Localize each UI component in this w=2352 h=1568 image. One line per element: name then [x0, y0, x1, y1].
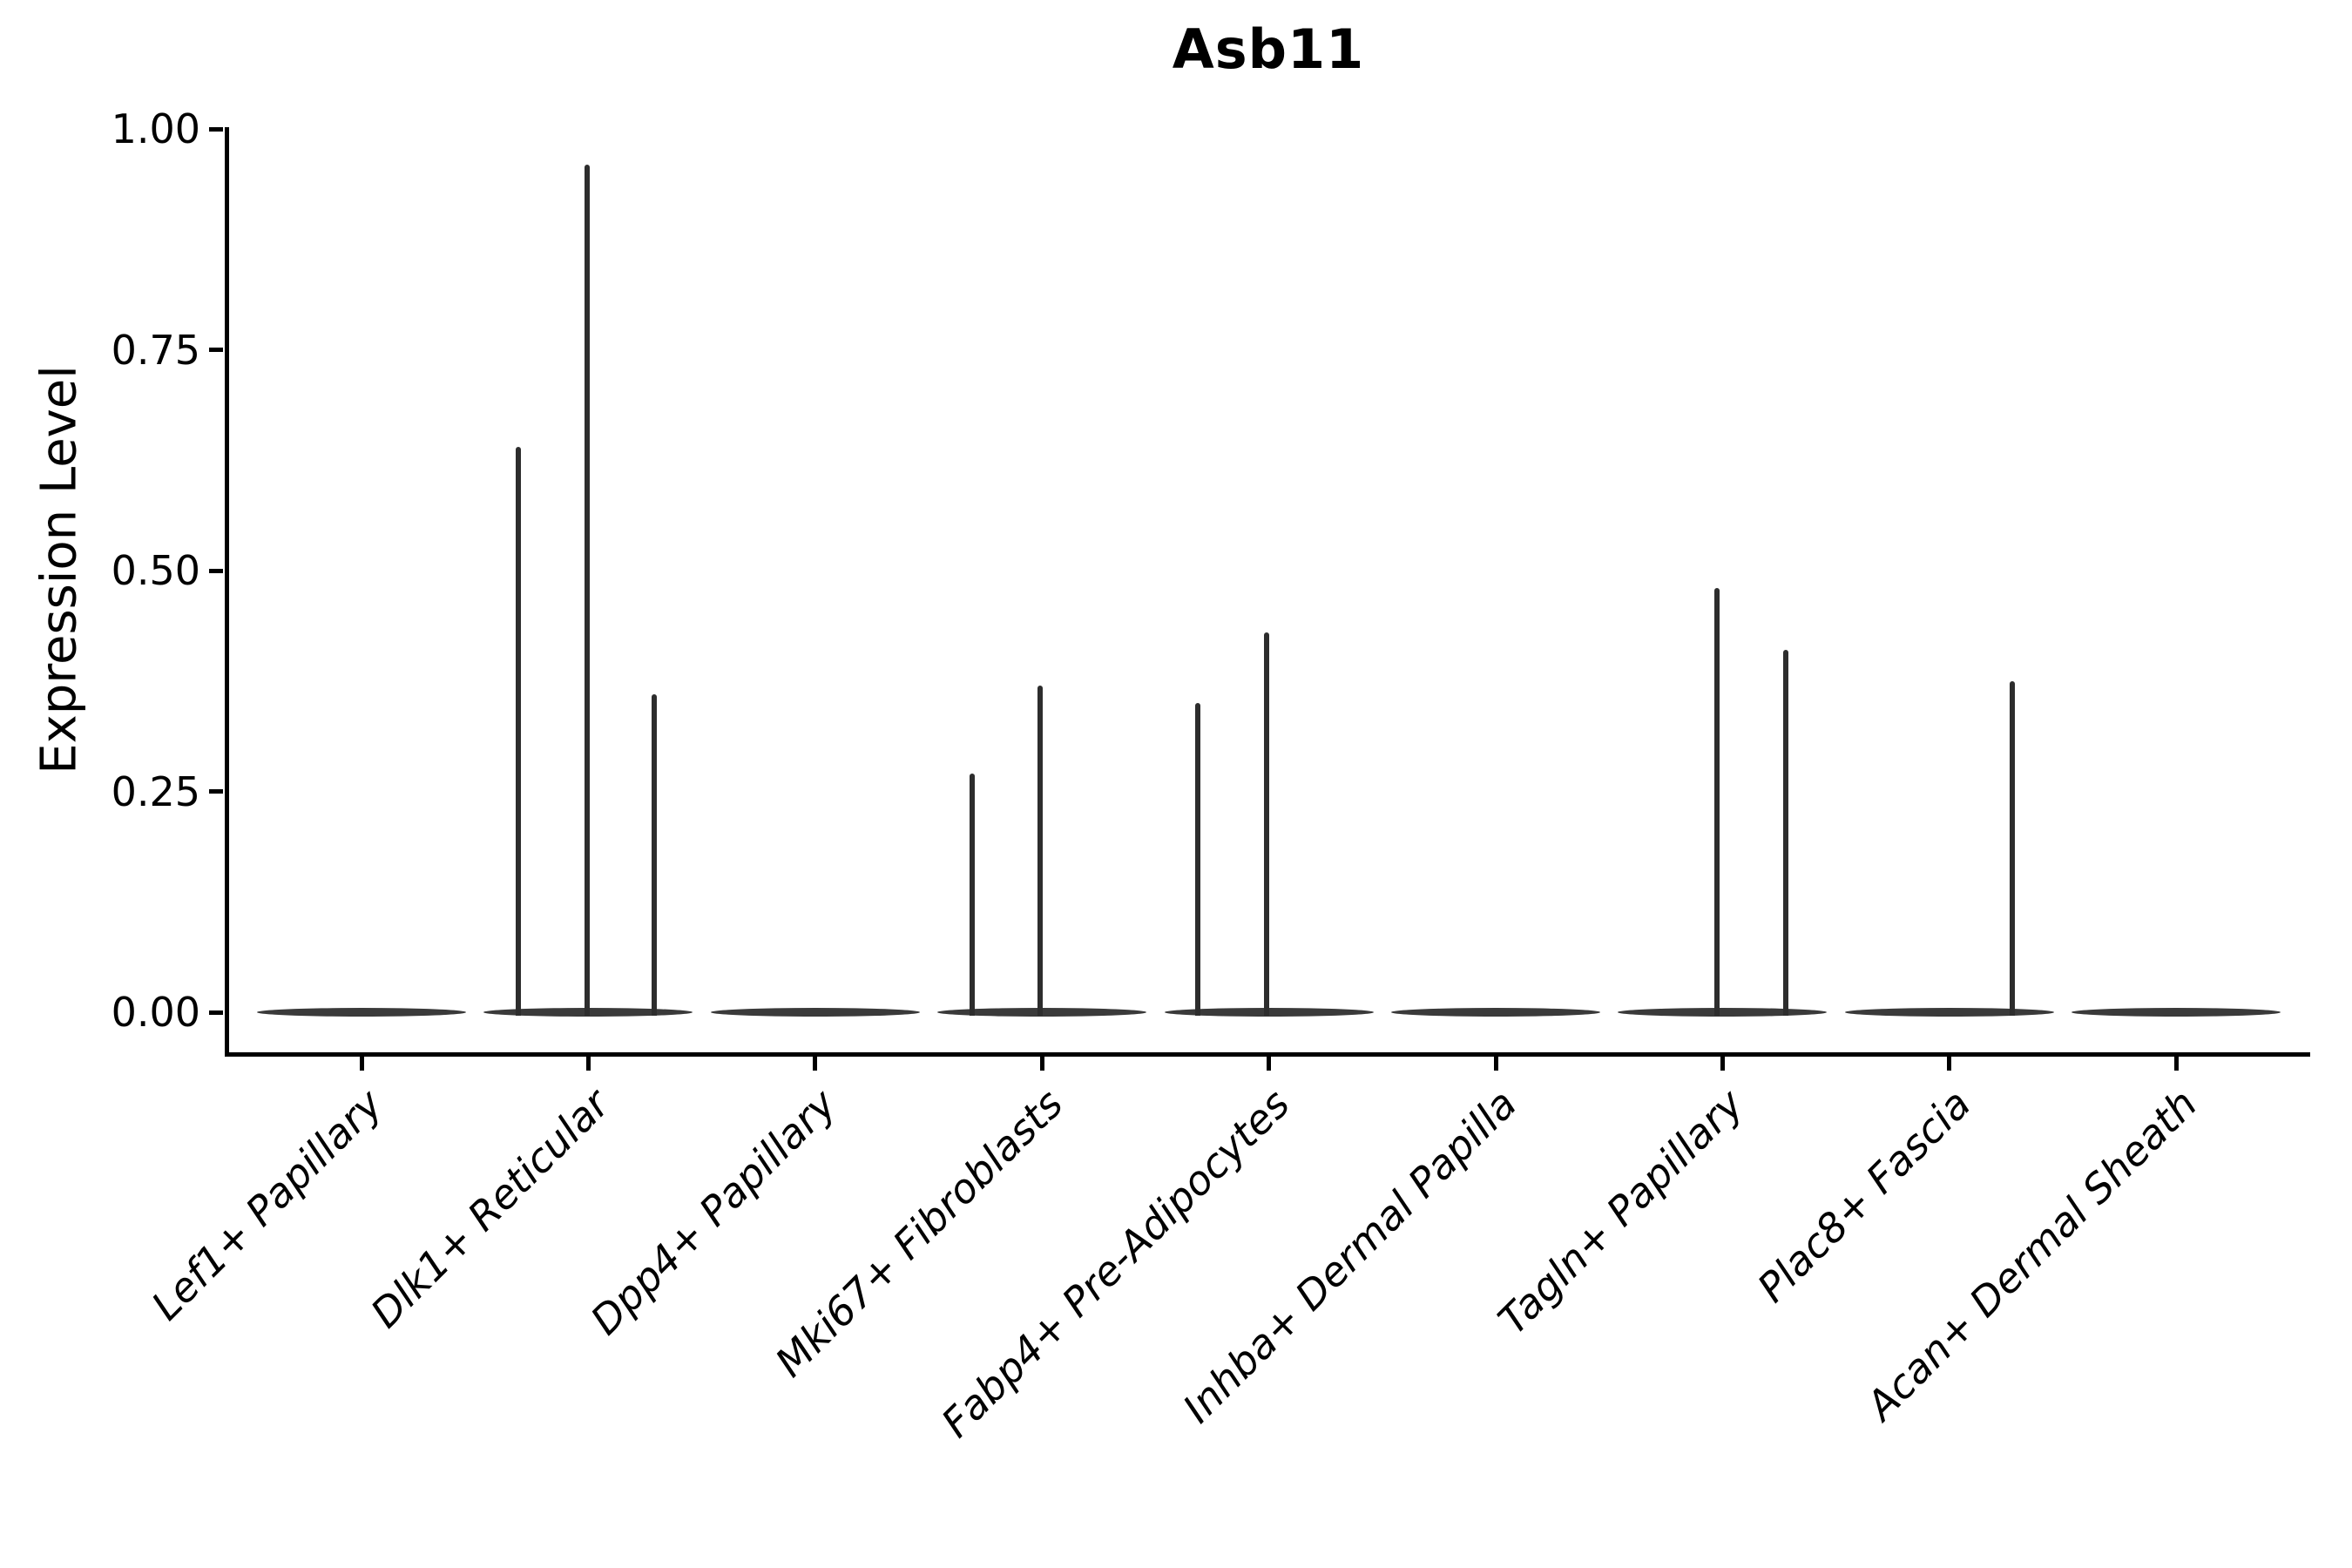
y-axis-tick: [209, 789, 223, 794]
violin-spike: [516, 447, 522, 1016]
x-axis-tick: [585, 1057, 591, 1071]
violin-spike: [1714, 588, 1720, 1016]
violin-spike: [1783, 650, 1789, 1016]
violin-body: [1164, 1008, 1374, 1017]
x-axis-tick: [1720, 1057, 1725, 1071]
violin-spike: [1263, 632, 1269, 1016]
violin-spike: [970, 774, 976, 1016]
x-axis-tick-label: Dpp4+ Papillary: [581, 1079, 845, 1344]
x-axis-tick-label: Tagln+ Papillary: [1489, 1079, 1753, 1344]
y-axis-tick: [209, 568, 223, 573]
violin-spike: [585, 164, 591, 1016]
violin-body: [710, 1008, 920, 1017]
y-axis-tick: [209, 126, 223, 132]
x-axis-tick: [1039, 1057, 1044, 1071]
y-axis-tick-label: 0.75: [111, 326, 200, 374]
x-axis-tick: [1267, 1057, 1272, 1071]
y-axis-tick-label: 1.00: [111, 105, 200, 152]
x-axis-tick: [813, 1057, 818, 1071]
y-axis-tick-label: 0.00: [111, 989, 200, 1036]
violin-spike: [2009, 680, 2015, 1016]
plot-title: Asb11: [1172, 17, 1365, 81]
violin-spike: [1037, 685, 1044, 1016]
violin-body: [1618, 1008, 1828, 1017]
x-axis-tick-label: Lef1+ Papillary: [142, 1079, 392, 1329]
y-axis-tick-label: 0.50: [111, 547, 200, 594]
x-axis-tick: [359, 1057, 364, 1071]
x-axis-tick-label: Plac8+ Fascia: [1747, 1079, 1979, 1312]
y-axis-tick: [209, 1010, 223, 1015]
x-axis-tick: [1947, 1057, 1952, 1071]
y-axis-tick-label: 0.25: [111, 767, 200, 815]
y-axis-tick: [209, 348, 223, 352]
violin-body: [1391, 1008, 1600, 1017]
x-axis-tick-label: Dlk1+ Reticular: [361, 1079, 618, 1337]
x-axis-tick: [1493, 1057, 1498, 1071]
violin-body: [257, 1008, 466, 1017]
x-axis-tick: [2173, 1057, 2179, 1071]
violin-spike: [1194, 703, 1200, 1016]
violin-body: [1844, 1008, 2054, 1017]
y-axis-spine: [224, 127, 229, 1057]
violin-body: [2072, 1008, 2281, 1017]
violin-spike: [652, 693, 658, 1016]
x-axis-spine: [224, 1052, 2310, 1057]
